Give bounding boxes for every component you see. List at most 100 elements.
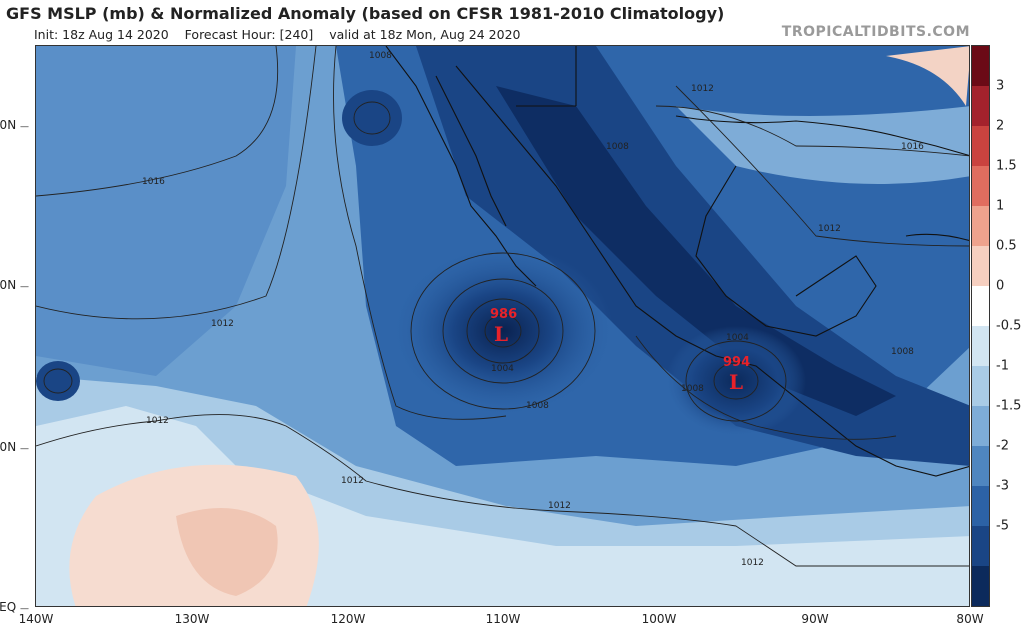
isobar-1012-mid	[333, 46, 507, 420]
isobar-1012-gulf	[675, 85, 969, 247]
coast-cuba	[905, 233, 969, 242]
contour-labels: 1016 1012 1008 1004 1012 1008 1012 1016 …	[142, 51, 924, 568]
colorbar	[971, 45, 990, 607]
lon-label: 120W	[330, 612, 366, 626]
isobar-1000-low	[466, 298, 540, 364]
contour-label: 1012	[818, 224, 841, 234]
contour-label: 1008	[681, 384, 704, 394]
coast-gulf-north	[675, 115, 969, 157]
map-svg: 1016 1012 1008 1004 1012 1008 1012 1016 …	[36, 46, 969, 606]
lat-label: 30N —	[0, 118, 29, 132]
colorbar-segment	[972, 406, 989, 446]
colorbar-segment	[972, 166, 989, 206]
field-gulf-coast	[676, 106, 969, 184]
contour-label: 1012	[741, 558, 764, 568]
colorbar-tick-label: -3	[996, 478, 1009, 494]
init-time: Init: 18z Aug 14 2020	[34, 27, 169, 42]
lon-label: 110W	[485, 612, 521, 626]
isobar-1008-low	[410, 252, 596, 410]
low-pressure-label: 994	[723, 355, 750, 370]
contour-label: 1012	[211, 319, 234, 329]
contour-label: 1004	[726, 333, 749, 343]
subtitle: Init: 18z Aug 14 2020 Forecast Hour: [24…	[34, 27, 532, 42]
lat-label: EQ —	[0, 600, 29, 614]
colorbar-tick-label: 1.5	[996, 158, 1017, 174]
lon-label: 100W	[641, 612, 677, 626]
low-symbol: L	[729, 370, 743, 394]
coastlines	[385, 46, 969, 477]
lon-label: 90W	[801, 612, 829, 626]
isobar-west-low	[43, 368, 73, 394]
colorbar-segment	[972, 286, 989, 326]
colorbar-segment	[972, 326, 989, 366]
isobars	[36, 46, 969, 567]
isobar-1016-west	[36, 46, 279, 197]
colorbar-tick-label: 0	[996, 278, 1005, 294]
field-florida-warm	[886, 46, 969, 106]
field-west-low	[36, 361, 80, 401]
forecast-hour: Forecast Hour: [240]	[184, 27, 314, 42]
colorbar-tick-label: 0.5	[996, 238, 1017, 254]
brand-watermark: TROPICALTIDBITS.COM	[781, 24, 970, 40]
isobar-upper-low	[353, 101, 391, 135]
colorbar-segment	[972, 126, 989, 166]
colorbar-segment	[972, 206, 989, 246]
lon-label: 130W	[174, 612, 210, 626]
coast-baja-east	[435, 75, 507, 227]
field-trough-core	[496, 86, 896, 416]
field-west	[36, 46, 296, 376]
contour-label: 1008	[606, 142, 629, 152]
lat-label: 10N —	[0, 440, 29, 454]
map-panel: 1016 1012 1008 1004 1012 1008 1012 1016 …	[35, 45, 970, 607]
colorbar-tick-label: -1.5	[996, 398, 1022, 414]
low-east-shading	[666, 326, 806, 436]
contour-label: 1016	[142, 177, 165, 187]
lat-label: 20N —	[0, 278, 29, 292]
colorbar-segment	[972, 446, 989, 486]
colorbar-tick-label: -1	[996, 358, 1009, 374]
colorbar-tick-label: -2	[996, 438, 1009, 454]
coast-gulf-mexico	[695, 165, 877, 337]
contour-label: 1012	[691, 84, 714, 94]
colorbar-tick-label: 3	[996, 78, 1005, 94]
contour-label: 1012	[146, 416, 169, 426]
colorbar-segment	[972, 366, 989, 406]
field-warm-core	[176, 508, 278, 596]
valid-time: valid at 18z Mon, Aug 24 2020	[329, 27, 521, 42]
isobar-1004-low	[442, 278, 564, 384]
lon-label: 140W	[18, 612, 54, 626]
isobar-1012-south	[36, 414, 969, 567]
contour-label: 1008	[526, 401, 549, 411]
low-symbol: L	[494, 322, 508, 346]
chart-title: GFS MSLP (mb) & Normalized Anomaly (base…	[6, 4, 725, 23]
colorbar-tick-label: 2	[996, 118, 1005, 134]
coast-pacific-mexico	[455, 65, 969, 477]
contour-label: 1012	[341, 476, 364, 486]
low-markers: 986 L 994 L	[490, 307, 750, 394]
contour-label: 1008	[891, 347, 914, 357]
contour-label: 1016	[901, 142, 924, 152]
contour-label: 1004	[491, 364, 514, 374]
isobar-1012-west	[36, 46, 317, 320]
isobar-1000-east	[713, 362, 759, 400]
colorbar-tick-label: -0.5	[996, 318, 1022, 334]
colorbar-segment	[972, 246, 989, 286]
isobar-996-low	[484, 314, 522, 348]
colorbar-tick-label: 1	[996, 198, 1005, 214]
colorbar-segment	[972, 86, 989, 126]
lon-label: 80W	[956, 612, 984, 626]
colorbar-segment	[972, 46, 989, 86]
low-west-shading	[393, 246, 613, 416]
contour-label: 1008	[369, 51, 392, 61]
colorbar-segment	[972, 526, 989, 566]
border-us-mexico	[516, 46, 577, 107]
field-upper-low	[342, 90, 402, 146]
colorbar-tick-label: -5	[996, 518, 1009, 534]
isobar-1008-east	[635, 335, 897, 440]
coast-baja-west	[385, 46, 537, 287]
isobar-1004-east	[685, 340, 787, 422]
isobar-1016-north	[655, 105, 969, 157]
low-pressure-label: 986	[490, 307, 517, 322]
colorbar-segment	[972, 566, 989, 606]
contour-label: 1012	[548, 501, 571, 511]
